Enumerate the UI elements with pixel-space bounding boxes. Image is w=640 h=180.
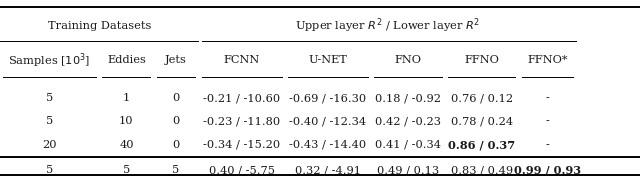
- Text: -: -: [545, 116, 549, 127]
- Text: Jets: Jets: [165, 55, 187, 65]
- Text: Eddies: Eddies: [107, 55, 146, 65]
- Text: 0.32 / -4.91: 0.32 / -4.91: [295, 165, 361, 175]
- Text: 0.41 / -0.34: 0.41 / -0.34: [375, 140, 441, 150]
- Text: -0.43 / -14.40: -0.43 / -14.40: [289, 140, 367, 150]
- Text: FFNO*: FFNO*: [527, 55, 568, 65]
- Text: 0.78 / 0.24: 0.78 / 0.24: [451, 116, 513, 127]
- Text: U-NET: U-NET: [308, 55, 348, 65]
- Text: -: -: [545, 93, 549, 103]
- Text: FCNN: FCNN: [223, 55, 260, 65]
- Text: 0: 0: [172, 140, 180, 150]
- Text: 5: 5: [46, 116, 53, 127]
- Text: 5: 5: [172, 165, 180, 175]
- Text: -0.40 / -12.34: -0.40 / -12.34: [289, 116, 367, 127]
- Text: FFNO: FFNO: [464, 55, 499, 65]
- Text: 0.99 / 0.93: 0.99 / 0.93: [514, 165, 580, 176]
- Text: 10: 10: [119, 116, 134, 127]
- Text: 0.76 / 0.12: 0.76 / 0.12: [451, 93, 513, 103]
- Text: 0.40 / -5.75: 0.40 / -5.75: [209, 165, 275, 175]
- Text: Training Datasets: Training Datasets: [47, 21, 151, 31]
- Text: 5: 5: [46, 165, 53, 175]
- Text: 0.49 / 0.13: 0.49 / 0.13: [377, 165, 439, 175]
- Text: 20: 20: [42, 140, 57, 150]
- Text: 40: 40: [119, 140, 134, 150]
- Text: 5: 5: [46, 93, 53, 103]
- Text: 0: 0: [172, 93, 180, 103]
- Text: FNO: FNO: [394, 55, 422, 65]
- Text: Samples [$10^3$]: Samples [$10^3$]: [8, 51, 91, 70]
- Text: 0.18 / -0.92: 0.18 / -0.92: [375, 93, 441, 103]
- Text: -: -: [545, 140, 549, 150]
- Text: 5: 5: [123, 165, 130, 175]
- Text: 0: 0: [172, 116, 180, 127]
- Text: 0.42 / -0.23: 0.42 / -0.23: [375, 116, 441, 127]
- Text: 1: 1: [123, 93, 130, 103]
- Text: -0.34 / -15.20: -0.34 / -15.20: [203, 140, 280, 150]
- Text: -0.21 / -10.60: -0.21 / -10.60: [203, 93, 280, 103]
- Text: 0.83 / 0.49: 0.83 / 0.49: [451, 165, 513, 175]
- Text: 0.86 / 0.37: 0.86 / 0.37: [448, 139, 515, 150]
- Text: -0.23 / -11.80: -0.23 / -11.80: [203, 116, 280, 127]
- Text: -0.69 / -16.30: -0.69 / -16.30: [289, 93, 367, 103]
- Text: Upper layer $R^2$ / Lower layer $R^2$: Upper layer $R^2$ / Lower layer $R^2$: [294, 17, 480, 35]
